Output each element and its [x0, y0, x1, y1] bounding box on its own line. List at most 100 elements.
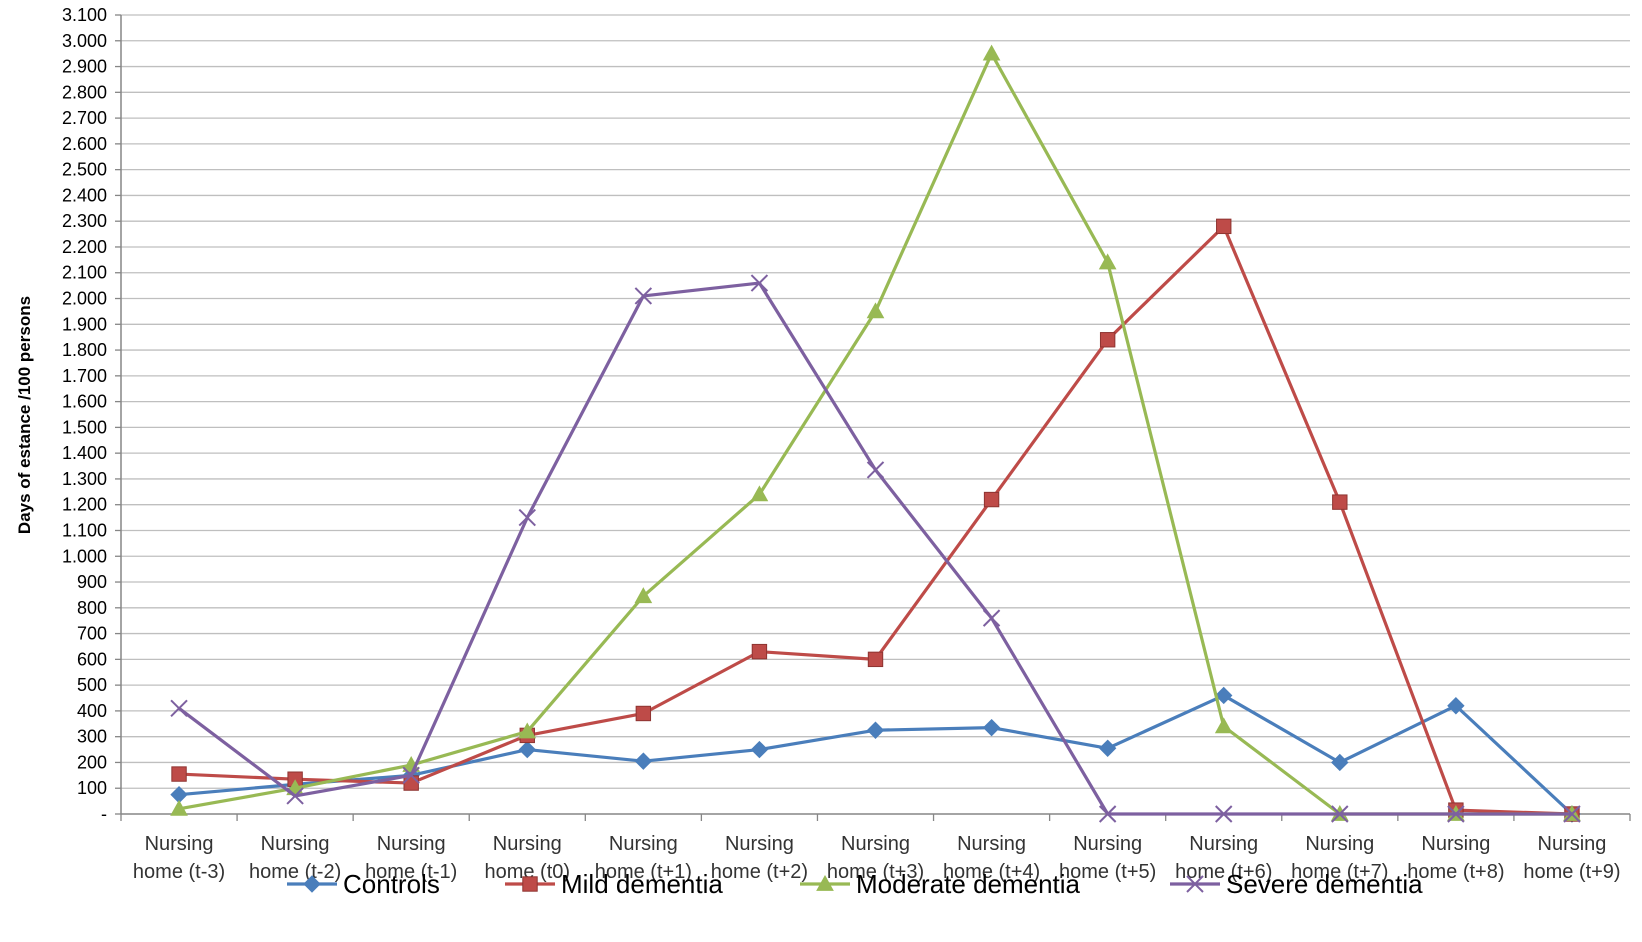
data-point [1331, 805, 1349, 823]
data-point [634, 287, 653, 305]
y-tick-label: 500 [77, 675, 107, 695]
y-tick-label: 1.300 [62, 469, 107, 489]
data-point [751, 643, 768, 660]
series-moderate-dementia [170, 44, 1581, 821]
y-tick-label: 1.200 [62, 495, 107, 515]
x-tick-label: Nursing home (t+4) [943, 833, 1040, 883]
y-tick-label: 2.700 [62, 108, 107, 128]
data-point [286, 787, 304, 805]
data-point [1215, 805, 1233, 823]
y-tick-label: 100 [77, 778, 107, 798]
y-tick-label: 1.100 [62, 520, 107, 540]
y-tick-label: 700 [77, 624, 107, 644]
data-point [1216, 218, 1232, 235]
legend-item: Mild dementia [505, 869, 723, 899]
x-tick-label: Nursing home (t+2) [711, 833, 808, 883]
legend-item: Moderate dementia [800, 869, 1081, 899]
y-tick-label: 1.800 [62, 340, 107, 360]
series-lines [170, 44, 1581, 823]
data-point [634, 752, 653, 770]
legend-marker [816, 874, 834, 891]
legend-item: Severe dementia [1170, 869, 1423, 899]
y-tick-label: 400 [77, 701, 107, 721]
data-point [1447, 697, 1465, 715]
y-tick-label: 3.000 [62, 31, 107, 51]
x-tick-label: Nursing home (t+8) [1407, 833, 1504, 883]
x-tick-label: Nursing home (t-3) [133, 833, 225, 883]
data-point [170, 799, 188, 816]
x-tick-label: Nursing home (t+6) [1175, 833, 1272, 883]
data-point [983, 491, 1000, 508]
y-tick-label: 2.000 [62, 289, 107, 309]
x-tick-label: Nursing home (t-1) [365, 833, 457, 883]
data-point [982, 609, 1001, 627]
x-tick-label: Nursing home (t+9) [1523, 833, 1620, 883]
x-tick-label: Nursing home (t+1) [595, 833, 692, 883]
series-severe-dementia [170, 274, 1581, 823]
y-tick-label: 2.300 [62, 211, 107, 231]
y-tick-label: 2.800 [62, 82, 107, 102]
y-tick-label: 2.500 [62, 160, 107, 180]
series-controls [170, 686, 1581, 823]
data-point [170, 699, 188, 718]
y-tick-label: 1.400 [62, 443, 107, 463]
y-tick-label: 2.200 [62, 237, 107, 257]
legend: Controls Mild dementia Moderate dementia Se… [287, 869, 1423, 899]
data-point [982, 718, 1001, 737]
series-line [178, 693, 1574, 816]
y-tick-label: 1.900 [62, 314, 107, 334]
data-point [1563, 805, 1581, 823]
x-axis-ticks: Nursing home (t-3) Nursing home (t-2) Nursin… [133, 833, 1621, 883]
data-point [518, 508, 536, 527]
legend-label: Severe dementia [1226, 869, 1423, 899]
y-tick-label: 1.700 [62, 366, 107, 386]
data-point [1098, 253, 1117, 270]
x-tick-label: Nursing home (t+5) [1059, 833, 1156, 883]
y-tick-label: 900 [77, 572, 107, 592]
data-point [750, 485, 769, 502]
legend-label: Mild dementia [561, 869, 723, 899]
y-tick-label: 200 [77, 752, 107, 772]
data-point [634, 587, 653, 604]
y-tick-label: 2.600 [62, 134, 107, 154]
y-tick-label: 2.400 [62, 185, 107, 205]
y-axis-label: Days of estance /100 persons [15, 296, 34, 534]
x-tick-label: Nursing home (t0) [484, 833, 570, 883]
data-point [866, 721, 885, 739]
data-point [1098, 805, 1117, 823]
y-tick-label: 600 [77, 649, 107, 669]
data-point [1331, 753, 1349, 772]
legend-item: Controls [287, 869, 440, 899]
data-point [1098, 739, 1117, 757]
y-axis-ticks: - 100 200 300 400 500 600 700 800 900 1.000 1.100 1.… [62, 5, 107, 824]
y-tick-label: 1.000 [62, 546, 107, 566]
x-tick-label: Nursing home (t+7) [1291, 833, 1388, 883]
x-tick-label: Nursing home (t-2) [249, 833, 341, 883]
data-point [866, 302, 885, 319]
legend-label: Controls [343, 869, 440, 899]
y-tick-label: 2.100 [62, 263, 107, 283]
legend-marker [522, 876, 538, 892]
series-line [178, 52, 1572, 816]
legend-marker [303, 875, 321, 893]
y-tick-label: 800 [77, 598, 107, 618]
data-point [1214, 717, 1233, 734]
data-point [518, 740, 536, 759]
data-point [1447, 805, 1465, 823]
data-point [171, 766, 187, 782]
y-tick-label: 1.500 [62, 417, 107, 437]
data-point [402, 766, 420, 785]
y-tick-label: 300 [77, 727, 107, 747]
data-point [635, 705, 652, 722]
y-tick-label: 1.600 [62, 392, 107, 412]
data-point [867, 651, 884, 668]
data-point [1215, 686, 1233, 705]
y-tick-label: 2.900 [62, 57, 107, 77]
legend-label: Moderate dementia [856, 869, 1081, 899]
x-tick-label: Nursing home (t+3) [827, 833, 924, 883]
data-point [518, 722, 537, 739]
data-point [750, 740, 769, 759]
data-point [866, 461, 885, 479]
legend-marker [1186, 875, 1204, 893]
